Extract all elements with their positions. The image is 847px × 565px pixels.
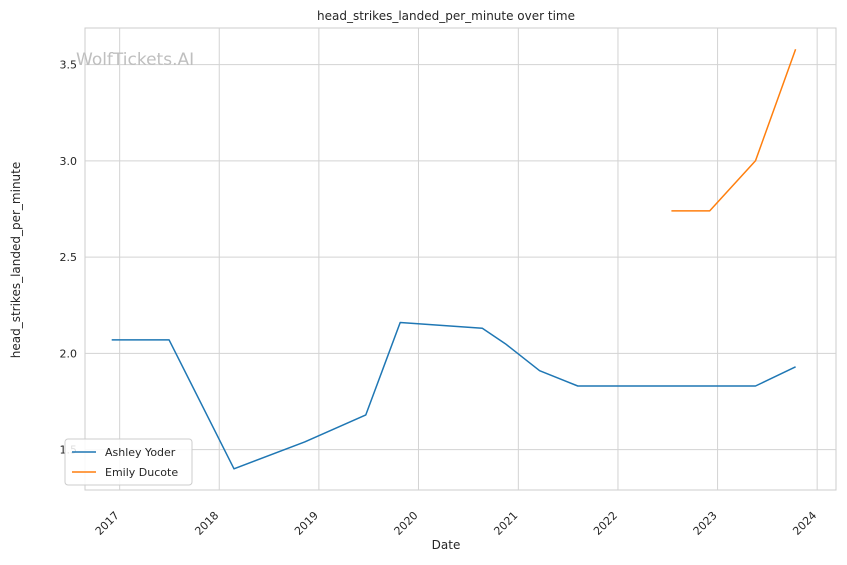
plot-background — [84, 27, 837, 491]
data-point-ashley-yoder — [504, 343, 506, 345]
x-tick-label: 2024 — [790, 509, 819, 538]
data-point-ashley-yoder — [577, 385, 579, 387]
y-tick-label: 3.5 — [60, 59, 78, 72]
x-tick-label: 2023 — [691, 509, 720, 538]
x-axis-title: Date — [432, 538, 461, 552]
y-tick-label: 3.0 — [60, 155, 78, 168]
x-tick-label: 2018 — [192, 509, 221, 538]
data-point-ashley-yoder — [399, 322, 401, 324]
y-tick-label: 2.5 — [60, 251, 78, 264]
data-point-emily-ducote — [670, 210, 672, 212]
data-point-ashley-yoder — [754, 385, 756, 387]
data-point-emily-ducote — [709, 210, 711, 212]
x-tick-label: 2021 — [491, 509, 520, 538]
x-tick-label: 2019 — [292, 509, 321, 538]
x-tick-label: 2022 — [591, 509, 620, 538]
data-point-ashley-yoder — [365, 414, 367, 416]
y-axis: 1.52.02.53.03.5 — [60, 59, 78, 457]
legend-label-ashley-yoder: Ashley Yoder — [105, 446, 176, 459]
data-point-ashley-yoder — [795, 366, 797, 368]
y-tick-label: 2.0 — [60, 347, 78, 360]
data-point-ashley-yoder — [481, 327, 483, 329]
legend-box — [64, 438, 193, 486]
legend: Ashley Yoder Emily Ducote — [64, 438, 193, 486]
legend-label-emily-ducote: Emily Ducote — [105, 466, 178, 479]
data-point-emily-ducote — [795, 48, 797, 50]
data-point-ashley-yoder — [111, 339, 113, 341]
x-tick-label: 2020 — [392, 509, 421, 538]
x-axis: 2017 2018 2019 2020 2021 2022 2023 2024 — [93, 509, 820, 538]
data-point-ashley-yoder — [233, 468, 235, 470]
data-point-emily-ducote — [754, 160, 756, 162]
x-tick-label: 2017 — [93, 509, 122, 538]
data-point-ashley-yoder — [168, 339, 170, 341]
y-axis-title: head_strikes_landed_per_minute — [9, 162, 23, 359]
series-layer — [111, 48, 797, 470]
series-line-ashley-yoder — [111, 321, 796, 470]
grid-lines — [85, 28, 836, 490]
data-point-ashley-yoder — [539, 370, 541, 372]
data-point-ashley-yoder — [304, 441, 306, 443]
series-line-emily-ducote — [671, 48, 797, 212]
chart-title: head_strikes_landed_per_minute over time — [317, 9, 575, 23]
watermark: WolfTickets.AI — [76, 50, 194, 70]
